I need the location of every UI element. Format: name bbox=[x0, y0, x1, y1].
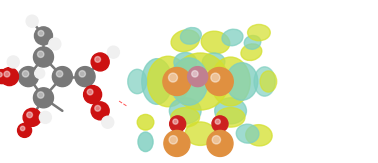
Ellipse shape bbox=[147, 56, 189, 107]
Ellipse shape bbox=[260, 71, 277, 92]
Circle shape bbox=[27, 112, 33, 118]
Circle shape bbox=[0, 72, 2, 77]
Circle shape bbox=[56, 71, 63, 77]
Circle shape bbox=[38, 30, 44, 36]
Ellipse shape bbox=[222, 29, 243, 46]
Ellipse shape bbox=[128, 69, 147, 94]
Circle shape bbox=[19, 67, 38, 87]
Circle shape bbox=[170, 116, 186, 132]
Circle shape bbox=[0, 68, 19, 86]
Circle shape bbox=[91, 53, 109, 71]
Ellipse shape bbox=[248, 24, 270, 41]
Circle shape bbox=[188, 67, 208, 87]
Ellipse shape bbox=[172, 53, 229, 110]
Circle shape bbox=[95, 105, 101, 111]
Circle shape bbox=[95, 57, 101, 62]
Circle shape bbox=[22, 71, 29, 77]
Circle shape bbox=[4, 71, 10, 77]
Circle shape bbox=[84, 86, 102, 104]
Circle shape bbox=[163, 67, 191, 96]
Circle shape bbox=[215, 119, 220, 124]
Circle shape bbox=[7, 56, 19, 68]
Ellipse shape bbox=[246, 125, 272, 146]
Circle shape bbox=[212, 116, 228, 132]
Ellipse shape bbox=[169, 98, 201, 124]
Ellipse shape bbox=[241, 44, 262, 60]
Ellipse shape bbox=[142, 59, 172, 104]
Ellipse shape bbox=[137, 114, 154, 130]
Ellipse shape bbox=[211, 57, 250, 106]
Circle shape bbox=[211, 73, 220, 82]
Circle shape bbox=[91, 102, 109, 120]
Circle shape bbox=[17, 123, 32, 137]
Ellipse shape bbox=[174, 52, 197, 71]
Circle shape bbox=[0, 70, 9, 84]
Ellipse shape bbox=[138, 132, 153, 152]
Circle shape bbox=[23, 108, 41, 126]
Circle shape bbox=[87, 89, 93, 95]
Circle shape bbox=[192, 71, 198, 77]
Ellipse shape bbox=[236, 124, 259, 143]
Circle shape bbox=[75, 67, 95, 87]
Circle shape bbox=[164, 130, 190, 156]
Circle shape bbox=[102, 116, 114, 128]
Circle shape bbox=[169, 136, 177, 144]
Circle shape bbox=[169, 73, 177, 82]
Ellipse shape bbox=[171, 108, 200, 127]
Circle shape bbox=[37, 92, 44, 98]
Circle shape bbox=[79, 71, 85, 77]
Circle shape bbox=[20, 126, 25, 131]
Circle shape bbox=[34, 47, 53, 67]
Ellipse shape bbox=[226, 63, 258, 100]
Circle shape bbox=[212, 136, 220, 144]
Circle shape bbox=[207, 130, 233, 156]
Ellipse shape bbox=[171, 30, 199, 52]
Circle shape bbox=[26, 15, 38, 27]
Ellipse shape bbox=[216, 108, 245, 127]
Ellipse shape bbox=[244, 36, 261, 49]
Circle shape bbox=[37, 51, 44, 57]
Circle shape bbox=[53, 67, 72, 87]
Circle shape bbox=[35, 68, 45, 78]
Circle shape bbox=[49, 38, 61, 50]
Circle shape bbox=[34, 27, 53, 45]
Circle shape bbox=[34, 88, 53, 108]
Circle shape bbox=[173, 119, 178, 124]
Ellipse shape bbox=[185, 122, 215, 145]
Ellipse shape bbox=[215, 98, 246, 124]
Ellipse shape bbox=[170, 58, 208, 105]
Ellipse shape bbox=[201, 31, 230, 54]
Circle shape bbox=[39, 111, 51, 123]
Ellipse shape bbox=[254, 67, 275, 96]
Ellipse shape bbox=[202, 53, 225, 71]
Ellipse shape bbox=[180, 28, 201, 44]
Circle shape bbox=[205, 67, 233, 96]
Circle shape bbox=[107, 46, 119, 58]
